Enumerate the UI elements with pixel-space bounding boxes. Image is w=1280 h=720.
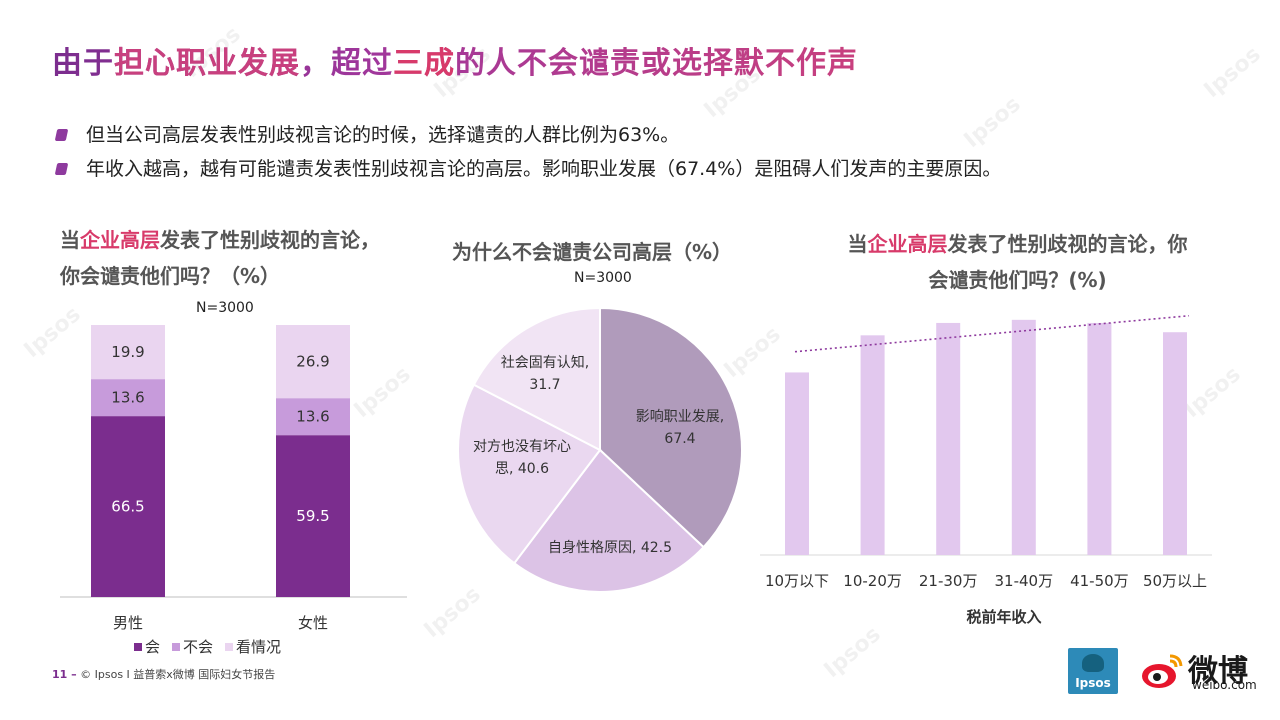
pie-slice	[512, 448, 705, 593]
page-title: 由于担心职业发展，超过三成的人不会谴责或选择默不作声	[52, 38, 858, 82]
bar-value-label: 26.9	[296, 353, 329, 371]
income-bar	[785, 372, 809, 555]
stacked-bar-segment	[91, 325, 165, 380]
pie-slice-label: 31.7	[529, 377, 560, 393]
ipsos-logo: Ipsos	[1068, 648, 1118, 694]
legend-label: 不会	[183, 638, 214, 656]
right-chart-title-highlight: 企业高层	[867, 232, 948, 256]
right-chart-title: 当企业高层发表了性别歧视的言论，你会谴责他们吗？(%)	[845, 226, 1190, 298]
weibo-eye-icon	[1142, 654, 1183, 688]
middle-chart-n-label: N=3000	[574, 270, 632, 286]
pie-slice	[599, 306, 743, 549]
x-tick-label: 男性	[113, 614, 143, 632]
pie-slice	[472, 306, 601, 452]
legend-label: 会	[145, 638, 161, 656]
x-tick-label: 10-20万	[843, 572, 902, 590]
bullet-item: 年收入越高，越有可能谴责发表性别歧视言论的高层。影响职业发展（67.4%）是阻碍…	[54, 152, 1001, 186]
legend-item: 不会	[172, 636, 213, 657]
title-part: 三成	[393, 46, 455, 81]
left-chart-title-highlight: 企业高层	[80, 228, 160, 252]
footer: 11 – © Ipsos I 益普索x微博 国际妇女节报告	[52, 666, 275, 682]
legend-swatch	[172, 642, 181, 651]
legend-swatch	[225, 642, 234, 651]
stacked-bar-segment	[276, 398, 350, 436]
x-tick-label: 31-40万	[995, 572, 1054, 590]
right-chart-title-suffix: 发表了性别歧视的言论，你会谴责他们吗？(%)	[928, 232, 1188, 292]
legend-item: 看情况	[225, 636, 281, 657]
x-tick-label: 女性	[298, 614, 328, 632]
bullet-text: 但当公司高层发表性别歧视言论的时候，选择谴责的人群比例为63%。	[86, 124, 680, 146]
pie-slice-label: 自身性格原因, 42.5	[548, 540, 672, 556]
left-chart-title: 当企业高层发表了性别歧视的言论，你会谴责他们吗？（%）	[60, 222, 380, 294]
x-tick-label: 10万以下	[765, 572, 829, 590]
weibo-logo-text: 微博	[1188, 654, 1248, 689]
bar-value-label: 66.5	[111, 498, 144, 516]
pie-slice-label: 影响职业发展,	[636, 409, 724, 425]
title-part: 担心职业发展	[114, 46, 300, 81]
x-tick-label: 21-30万	[919, 572, 978, 590]
stacked-bar-segment	[91, 416, 165, 597]
left-chart-n-label: N=3000	[196, 300, 254, 316]
bar-value-label: 59.5	[296, 507, 329, 525]
pie-slice-label: 思, 40.6	[495, 461, 549, 477]
bar-value-label: 13.6	[296, 408, 329, 426]
left-chart-legend: 会 不会 看情况	[134, 636, 281, 657]
legend-label: 看情况	[236, 638, 282, 656]
left-chart-title-prefix: 当	[60, 228, 80, 252]
pie-slice	[457, 383, 602, 565]
trendline	[794, 314, 1190, 353]
bullet-item: 但当公司高层发表性别歧视言论的时候，选择谴责的人群比例为63%。	[54, 118, 1001, 152]
pie-slice-label: 社会固有认知,	[501, 354, 589, 371]
weibo-url: weibo.com	[1192, 678, 1257, 692]
stacked-bar-segment	[276, 435, 350, 597]
middle-chart-title: 为什么不会谴责公司高层（%）	[452, 240, 733, 264]
legend-item: 会	[134, 636, 160, 657]
right-chart-title-prefix: 当	[847, 232, 868, 256]
legend-swatch	[134, 642, 142, 651]
page-number: 11 –	[52, 668, 77, 681]
stacked-bar-segment	[276, 325, 350, 399]
bar-value-label: 13.6	[111, 389, 144, 407]
footer-text: © Ipsos I 益普索x微博 国际妇女节报告	[80, 668, 276, 681]
x-tick-label: 41-50万	[1070, 572, 1129, 590]
bullet-list: 但当公司高层发表性别歧视言论的时候，选择谴责的人群比例为63%。 年收入越高，越…	[54, 118, 1001, 186]
stacked-bar-segment	[91, 379, 165, 417]
pie-slice-label: 对方也没有坏心	[473, 439, 571, 455]
income-bar	[1163, 332, 1187, 555]
bar-value-label: 19.9	[111, 343, 144, 361]
income-bar	[1011, 319, 1036, 555]
left-chart-title-suffix: 发表了性别歧视的言论，你会谴责他们吗？（%）	[60, 228, 380, 288]
ipsos-logo-text: Ipsos	[1075, 676, 1111, 690]
right-chart-x-axis-title: 税前年收入	[966, 608, 1042, 626]
pie-slice-label: 67.4	[664, 431, 695, 447]
ipsos-logo-mark	[1082, 654, 1104, 672]
bullet-text: 年收入越高，越有可能谴责发表性别歧视言论的高层。影响职业发展（67.4%）是阻碍…	[86, 158, 1002, 180]
income-bar	[1087, 322, 1112, 555]
x-tick-label: 50万以上	[1143, 572, 1207, 590]
income-bar	[860, 335, 885, 555]
income-bar	[936, 322, 961, 555]
